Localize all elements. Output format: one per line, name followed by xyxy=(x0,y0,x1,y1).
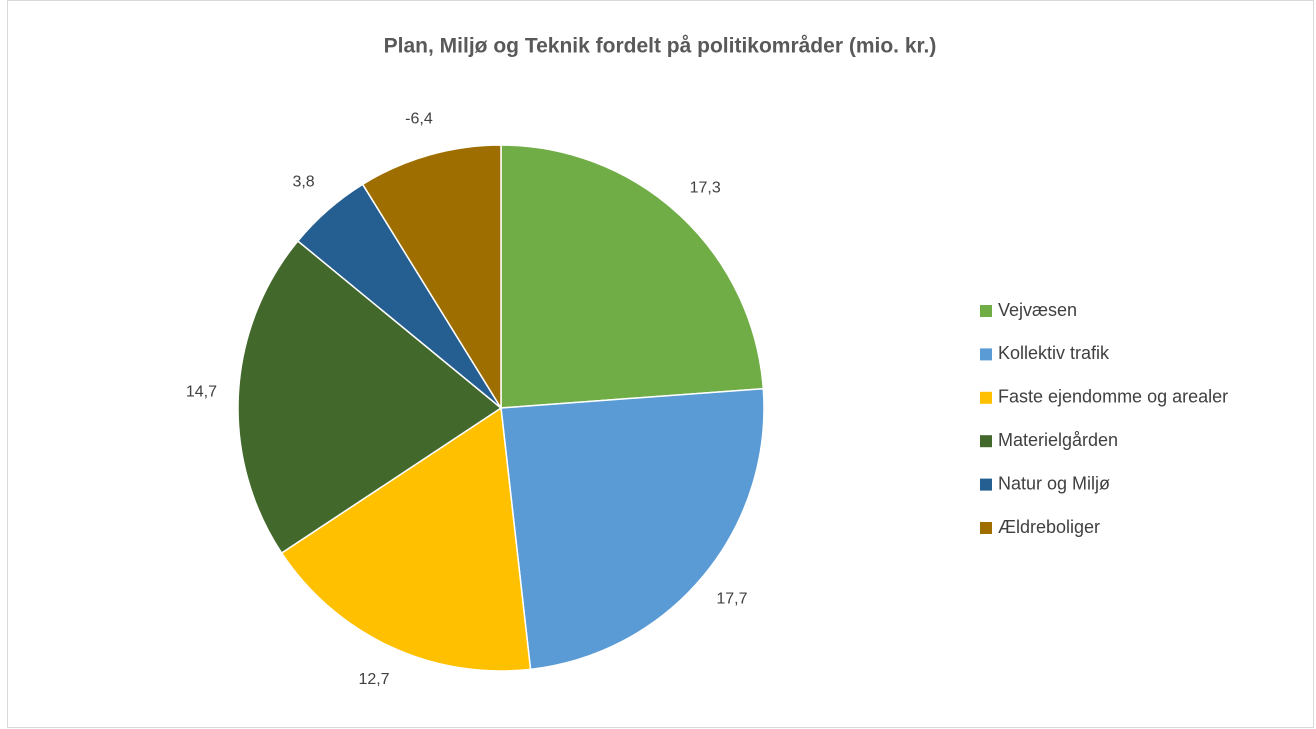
legend-swatch xyxy=(980,348,992,361)
legend-swatch xyxy=(980,478,992,491)
legend-label: Materielgården xyxy=(998,430,1118,450)
legend-label: Natur og Miljø xyxy=(998,473,1110,493)
legend-swatch xyxy=(980,305,992,317)
legend-label: Faste ejendomme og arealer xyxy=(998,387,1228,407)
chart-title: Plan, Miljø og Teknik fordelt på politik… xyxy=(384,35,937,58)
legend-swatch xyxy=(980,391,992,404)
data-label: 17,3 xyxy=(690,179,721,196)
data-label: 14,7 xyxy=(186,384,217,401)
pie-slice xyxy=(237,239,503,555)
data-label: 12,7 xyxy=(358,671,389,688)
legend-swatch xyxy=(980,435,992,448)
pie-slice xyxy=(500,144,765,409)
legend-label: Vejvæsen xyxy=(998,300,1077,320)
legend-swatch xyxy=(980,522,992,534)
data-label: 3,8 xyxy=(292,173,314,190)
data-label: -6,4 xyxy=(405,111,433,128)
pie-slice xyxy=(500,387,765,671)
pie-slice xyxy=(361,144,502,411)
legend-label: Kollektiv trafik xyxy=(998,343,1110,363)
legend-label: Ældreboliger xyxy=(998,517,1100,537)
pie-slice xyxy=(280,406,532,672)
data-label: 17,7 xyxy=(716,591,747,608)
